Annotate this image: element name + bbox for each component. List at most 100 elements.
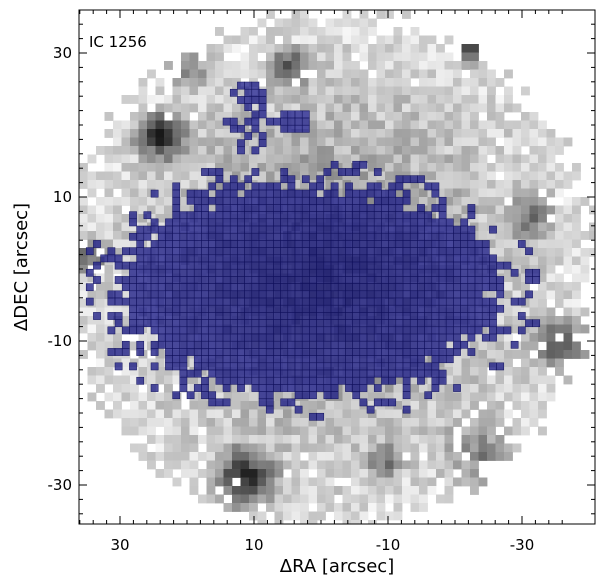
flux-pixel [87,375,97,385]
selected-spaxel [460,232,469,241]
flux-pixel [410,477,420,487]
selected-spaxel [345,369,353,378]
y-axis-label: ΔDEC [arcsec] [11,203,32,331]
selected-spaxel [287,110,296,119]
flux-pixel [385,494,394,504]
flux-pixel [334,103,343,113]
selected-spaxel [409,240,418,248]
selected-spaxel [431,348,440,356]
flux-pixel [453,409,462,419]
flux-pixel [240,418,250,427]
flux-pixel [529,231,539,240]
flux-pixel [385,103,394,113]
flux-pixel [563,307,573,317]
flux-pixel [147,171,156,181]
selected-spaxel [143,232,152,241]
selected-spaxel [402,211,411,220]
flux-pixel [206,86,216,96]
selected-spaxel [366,312,375,320]
flux-pixel [351,112,360,121]
flux-pixel [546,171,556,181]
selected-spaxel [258,211,267,220]
flux-pixel [538,333,547,342]
selected-spaxel [352,297,361,306]
flux-pixel [529,137,539,147]
flux-pixel [402,35,411,45]
selected-spaxel [280,304,289,313]
selected-spaxel [244,326,253,335]
flux-pixel [266,426,275,436]
flux-pixel [427,44,437,53]
flux-pixel [359,129,369,138]
flux-pixel [308,443,318,453]
flux-pixel [138,120,148,130]
flux-pixel [206,78,216,87]
flux-pixel [317,78,326,87]
flux-pixel [504,443,513,453]
selected-spaxel [229,124,238,133]
selected-spaxel [208,398,217,407]
selected-spaxel [330,376,339,385]
flux-pixel [470,435,479,444]
selected-spaxel [301,290,310,299]
selected-spaxel [157,290,166,299]
flux-pixel [274,18,284,28]
flux-pixel [376,503,386,512]
flux-pixel [113,154,122,164]
flux-pixel [427,443,437,453]
selected-spaxel [244,376,253,385]
flux-pixel [368,520,377,524]
flux-pixel [504,392,513,402]
flux-pixel [495,443,505,453]
flux-pixel [325,137,335,147]
selected-spaxel [258,384,267,392]
flux-pixel [257,426,267,436]
selected-spaxel [345,304,353,313]
selected-spaxel [280,254,289,263]
selected-spaxel [337,319,346,328]
flux-pixel [427,154,437,164]
selected-spaxel [352,333,361,342]
selected-spaxel [460,319,469,328]
flux-pixel [393,120,403,130]
flux-pixel [147,154,156,164]
flux-pixel [470,367,479,376]
selected-spaxel [186,189,195,198]
flux-pixel [504,426,513,436]
flux-pixel [453,171,462,181]
flux-pixel [96,180,105,189]
flux-pixel [172,443,182,453]
flux-pixel [419,163,428,172]
flux-pixel [512,273,522,283]
selected-spaxel [251,81,260,90]
flux-pixel [155,418,165,427]
selected-spaxel [201,218,209,227]
selected-spaxel [301,117,310,126]
flux-pixel [317,120,326,130]
selected-spaxel [330,348,339,356]
selected-spaxel [237,319,245,328]
selected-spaxel [237,218,245,227]
flux-pixel [487,401,496,410]
selected-spaxel [417,297,425,306]
flux-pixel [317,469,326,478]
selected-spaxel [294,218,303,227]
flux-pixel [181,69,190,79]
selected-spaxel [121,348,130,356]
selected-spaxel [301,384,310,392]
flux-pixel [402,86,411,96]
flux-pixel [529,401,539,410]
flux-pixel [538,426,547,436]
selected-spaxel [265,355,274,364]
selected-spaxel [201,168,209,176]
selected-spaxel [150,189,159,198]
flux-pixel [368,469,377,478]
flux-pixel [147,333,156,342]
flux-pixel [240,392,250,402]
flux-pixel [521,307,530,317]
selected-spaxel [229,261,238,270]
flux-pixel [206,69,216,79]
flux-pixel [79,265,88,274]
flux-pixel [478,171,488,181]
flux-pixel [334,129,343,138]
